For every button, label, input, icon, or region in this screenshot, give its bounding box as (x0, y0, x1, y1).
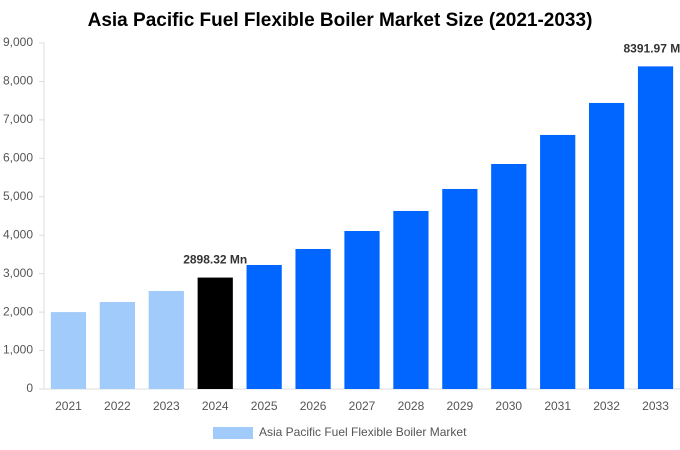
y-tick-label: 8,000 (3, 74, 33, 88)
y-tick-label: 6,000 (3, 151, 33, 165)
x-tick-label: 2023 (153, 399, 180, 413)
x-tick-label: 2031 (544, 399, 571, 413)
x-tick-label: 2028 (398, 399, 425, 413)
data-label: 8391.97 Mn (624, 42, 680, 56)
y-tick-label: 9,000 (3, 35, 33, 49)
bar (344, 230, 380, 389)
bar (540, 134, 576, 389)
legend-label: Asia Pacific Fuel Flexible Boiler Market (259, 425, 467, 439)
bar (589, 102, 625, 390)
bar (50, 312, 87, 389)
x-tick-label: 2033 (642, 399, 669, 413)
x-tick-label: 2032 (593, 399, 620, 413)
bar (393, 210, 429, 389)
x-tick-label: 2030 (495, 399, 522, 413)
y-tick-label: 3,000 (3, 266, 33, 280)
bar (99, 302, 135, 389)
y-tick-label: 7,000 (3, 112, 33, 126)
x-tick-label: 2022 (104, 399, 131, 413)
y-tick-label: 5,000 (3, 189, 33, 203)
x-tick-label: 2026 (300, 399, 327, 413)
bar (491, 163, 527, 389)
y-tick-label: 1,000 (3, 343, 33, 357)
bar (246, 264, 282, 389)
x-tick-label: 2024 (202, 399, 229, 413)
x-tick-label: 2025 (251, 399, 278, 413)
y-tick-label: 2,000 (3, 304, 33, 318)
bar (148, 291, 184, 389)
bar (295, 248, 331, 389)
bar (197, 277, 233, 389)
x-tick-label: 2021 (55, 399, 82, 413)
data-label: 2898.32 Mn (183, 253, 247, 267)
legend-swatch (213, 427, 253, 439)
y-tick-label: 4,000 (3, 227, 33, 241)
bar (637, 66, 674, 390)
y-tick-label: 0 (26, 381, 33, 395)
bar (442, 188, 478, 389)
x-tick-label: 2027 (349, 399, 376, 413)
x-tick-label: 2029 (446, 399, 473, 413)
chart-title: Asia Pacific Fuel Flexible Boiler Market… (88, 10, 593, 31)
